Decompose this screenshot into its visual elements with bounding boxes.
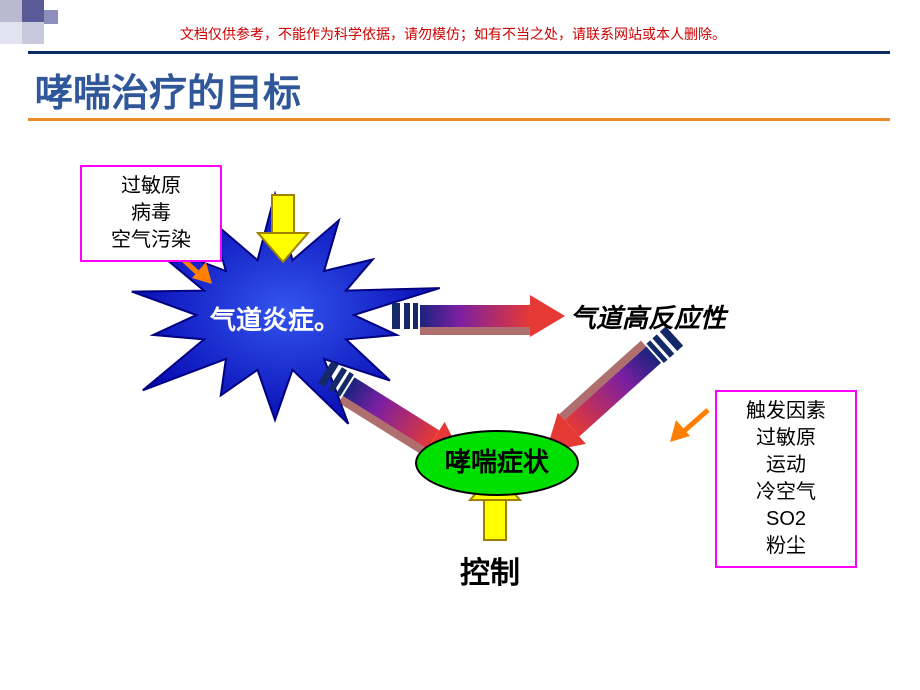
header-decor <box>0 0 60 50</box>
diagram-area: 过敏原 病毒 空气污染 气道炎症。 气道高反应性 哮喘症状 触发因素 过敏原 运… <box>0 140 920 680</box>
factors-line: 冷空气 <box>731 479 841 506</box>
triggers-line: 过敏原 <box>96 173 206 200</box>
slide-title: 哮喘治疗的目标 <box>35 62 301 117</box>
triggers-line: 空气污染 <box>96 227 206 254</box>
control-label: 控制 <box>460 548 520 592</box>
factors-line: 粉尘 <box>731 533 841 560</box>
factors-line: 运动 <box>731 452 841 479</box>
symptom-ellipse: 哮喘症状 <box>415 430 579 496</box>
factors-line: 触发因素 <box>731 398 841 425</box>
arrow-inflammation-to-hyper <box>392 295 565 337</box>
hyperreactivity-label: 气道高反应性 <box>570 298 726 335</box>
factors-box: 触发因素 过敏原 运动 冷空气 SO2 粉尘 <box>715 390 857 568</box>
title-top-line <box>28 51 890 54</box>
triggers-line: 病毒 <box>96 200 206 227</box>
starburst-label: 气道炎症。 <box>175 300 375 337</box>
disclaimer-text: 文档仅供参考，不能作为科学依据，请勿模仿；如有不当之处，请联系网站或本人删除。 <box>180 24 880 44</box>
orange-arrow-factors <box>670 410 708 442</box>
factors-line: SO2 <box>731 506 841 533</box>
triggers-box: 过敏原 病毒 空气污染 <box>80 165 222 262</box>
factors-line: 过敏原 <box>731 425 841 452</box>
title-accent-line <box>28 118 890 121</box>
symptom-text: 哮喘症状 <box>445 447 549 477</box>
